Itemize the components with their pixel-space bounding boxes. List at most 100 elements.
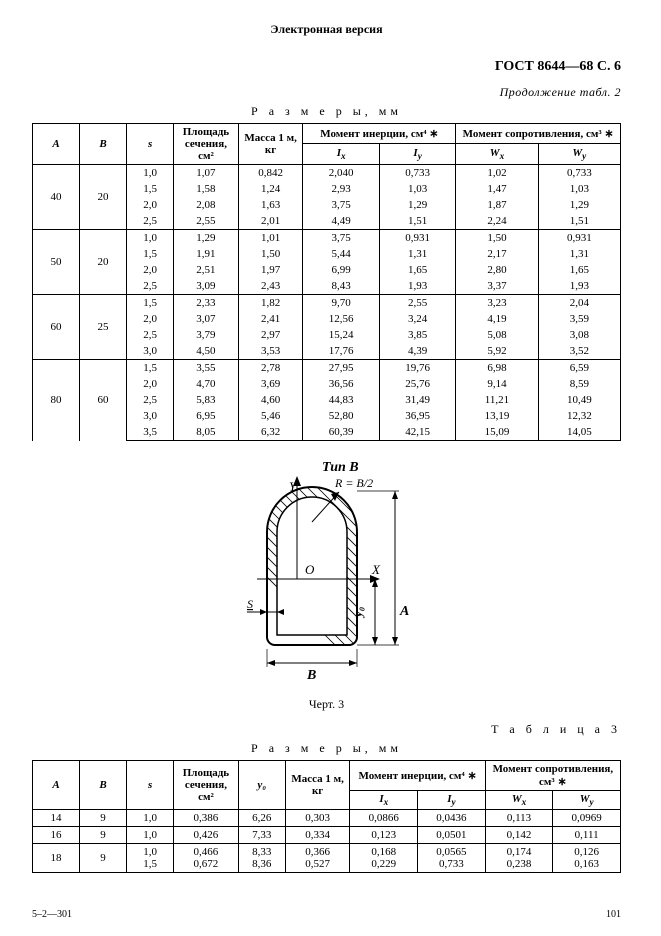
cell: 3,69: [238, 376, 303, 392]
cell: 0,334: [285, 827, 350, 844]
cell: 31,49: [379, 392, 455, 408]
cell: 2,5: [127, 213, 174, 230]
svg-text:y₀: y₀: [350, 607, 365, 619]
cell-B: 9: [80, 844, 127, 873]
cell: 1,5: [127, 181, 174, 197]
cell: 4,60: [238, 392, 303, 408]
figure-caption: Черт. 3: [32, 697, 621, 712]
cell: 3,53: [238, 343, 303, 360]
cell: 15,09: [456, 424, 538, 441]
cell: 6,99: [303, 262, 379, 278]
cell: 3,59: [538, 311, 620, 327]
cell: 0,1260,163: [553, 844, 621, 873]
cell: 1,0: [127, 165, 174, 182]
col-resist: Момент сопротивления, см³ ∗: [456, 124, 621, 144]
col-s: s: [127, 124, 174, 165]
continuation-label: Продолжение табл. 2: [32, 85, 621, 100]
cell: 5,08: [456, 327, 538, 343]
cell: 2,01: [238, 213, 303, 230]
cell: 2,97: [238, 327, 303, 343]
cell: 12,32: [538, 408, 620, 424]
cell-A: 60: [33, 295, 80, 360]
cell: 1,29: [174, 230, 239, 247]
cell: 3,55: [174, 360, 239, 377]
cell: 2,08: [174, 197, 239, 213]
cell: 2,55: [174, 213, 239, 230]
cell: 2,5: [127, 278, 174, 295]
cell: 3,07: [174, 311, 239, 327]
cell: 1,87: [456, 197, 538, 213]
cell: 3,09: [174, 278, 239, 295]
cell-B: 20: [80, 165, 127, 230]
cell: 1,07: [174, 165, 239, 182]
cell: 6,95: [174, 408, 239, 424]
cell: 1,01: [238, 230, 303, 247]
cell: 1,51: [538, 213, 620, 230]
cell: 10,49: [538, 392, 620, 408]
cell: 1,65: [379, 262, 455, 278]
cell: 6,59: [538, 360, 620, 377]
cell: 2,17: [456, 246, 538, 262]
cell: 15,24: [303, 327, 379, 343]
cell: 3,5: [127, 424, 174, 441]
cell: 1,0: [127, 827, 174, 844]
cell: 1,5: [127, 246, 174, 262]
cell: 2,24: [456, 213, 538, 230]
svg-text:A: A: [399, 604, 409, 619]
cell: 25,76: [379, 376, 455, 392]
cell: 0,842: [238, 165, 303, 182]
cell: 1,51: [379, 213, 455, 230]
cell: 13,19: [456, 408, 538, 424]
cell: 0,111: [553, 827, 621, 844]
cell: 0,426: [174, 827, 239, 844]
svg-text:R = B/2: R = B/2: [334, 476, 373, 490]
cell: 1,91: [174, 246, 239, 262]
t2-col-B: B: [80, 761, 127, 810]
cell: 0,0436: [418, 810, 486, 827]
cell: 5,83: [174, 392, 239, 408]
cell-B: 60: [80, 360, 127, 441]
cell: 0,113: [485, 810, 553, 827]
cell: 44,83: [303, 392, 379, 408]
cell: 2,0: [127, 311, 174, 327]
t2-col-A: A: [33, 761, 80, 810]
cell: 0,4660,672: [174, 844, 239, 873]
cell: 1,50: [238, 246, 303, 262]
cell: 2,43: [238, 278, 303, 295]
dimensions-caption-1: Р а з м е р ы, мм: [32, 104, 621, 119]
t2-col-inertia: Момент инерции, см⁴ ∗: [350, 761, 485, 791]
cell: 0,931: [379, 230, 455, 247]
svg-text:X: X: [371, 562, 381, 577]
cell: 2,0: [127, 197, 174, 213]
cell: 4,50: [174, 343, 239, 360]
col-Iy: Iy: [379, 143, 455, 164]
cell: 11,21: [456, 392, 538, 408]
cell: 60,39: [303, 424, 379, 441]
cell: 3,23: [456, 295, 538, 312]
cell: 3,52: [538, 343, 620, 360]
col-area: Площадь сечения, см²: [174, 124, 239, 165]
electronic-version-label: Электронная версия: [32, 22, 621, 37]
cell: 1,97: [238, 262, 303, 278]
cell: 0,1680,229: [350, 844, 418, 873]
cell: 9,70: [303, 295, 379, 312]
cell: 1,5: [127, 295, 174, 312]
cell: 8,43: [303, 278, 379, 295]
t2-col-Iy: Iy: [418, 791, 486, 810]
cell: 1,0: [127, 810, 174, 827]
cell: 4,39: [379, 343, 455, 360]
t2-col-Wy: Wy: [553, 791, 621, 810]
cell: 2,5: [127, 327, 174, 343]
standard-header: ГОСТ 8644—68 С. 6: [32, 59, 621, 75]
cell: 2,80: [456, 262, 538, 278]
cell-B: 9: [80, 827, 127, 844]
cell: 3,75: [303, 197, 379, 213]
cell-B: 20: [80, 230, 127, 295]
cell: 2,33: [174, 295, 239, 312]
cell: 1,31: [538, 246, 620, 262]
t2-col-resist: Момент сопротивления, см³ ∗: [485, 761, 620, 791]
type-label: Тип В: [322, 460, 359, 475]
cell: 0,0866: [350, 810, 418, 827]
cell: 1,5: [127, 360, 174, 377]
cell: 6,98: [456, 360, 538, 377]
